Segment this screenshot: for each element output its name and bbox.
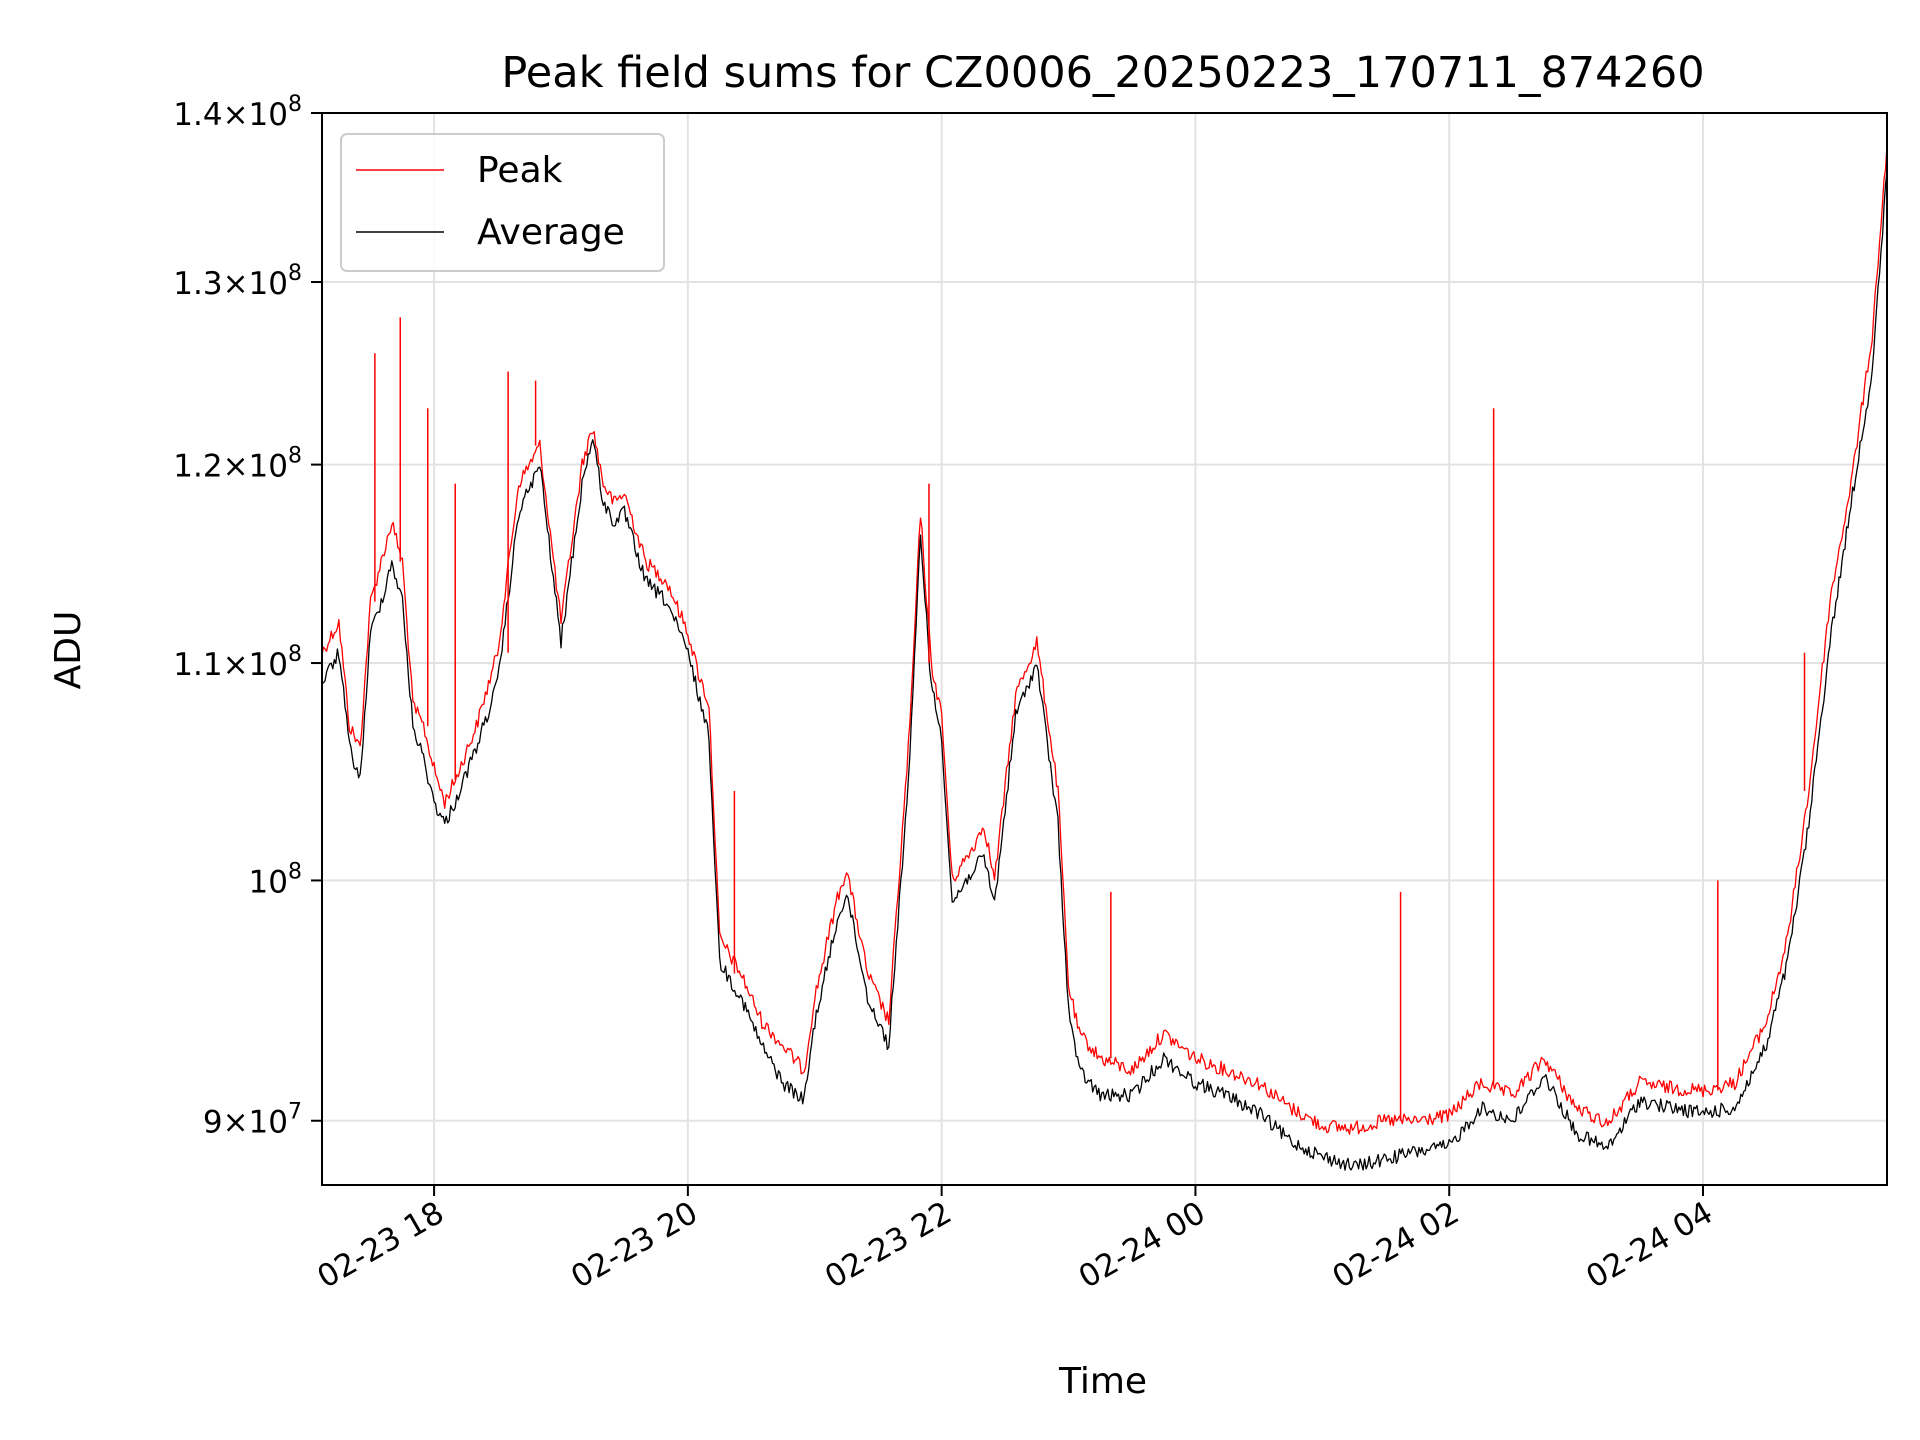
y-tick-label: 9×107 xyxy=(203,1100,302,1141)
legend-box xyxy=(340,133,665,272)
series-line-average xyxy=(321,170,1888,1171)
series-line-peak xyxy=(321,145,1888,1135)
y-tick-label: 1.2×108 xyxy=(173,444,302,485)
y-tick-label: 108 xyxy=(249,859,302,900)
y-tick-label: 1.1×108 xyxy=(173,642,302,683)
series-layer xyxy=(321,145,1888,1171)
y-tick-label: 1.4×108 xyxy=(173,92,302,133)
legend-label-average: Average xyxy=(477,212,625,253)
x-axis-label: Time xyxy=(1058,1361,1147,1402)
legend-label-peak: Peak xyxy=(477,150,563,191)
chart-title: Peak field sums for CZ0006_20250223_1707… xyxy=(501,48,1704,98)
plot-frame xyxy=(321,112,1888,1186)
y-tick-label: 1.3×108 xyxy=(173,261,302,302)
y-axis-label: ADU xyxy=(48,611,89,690)
legend: Peak Average xyxy=(340,133,665,272)
y-axis: 9×107 108 1.1×108 1.2×108 1.3×108 1.4×108 xyxy=(173,92,322,1141)
